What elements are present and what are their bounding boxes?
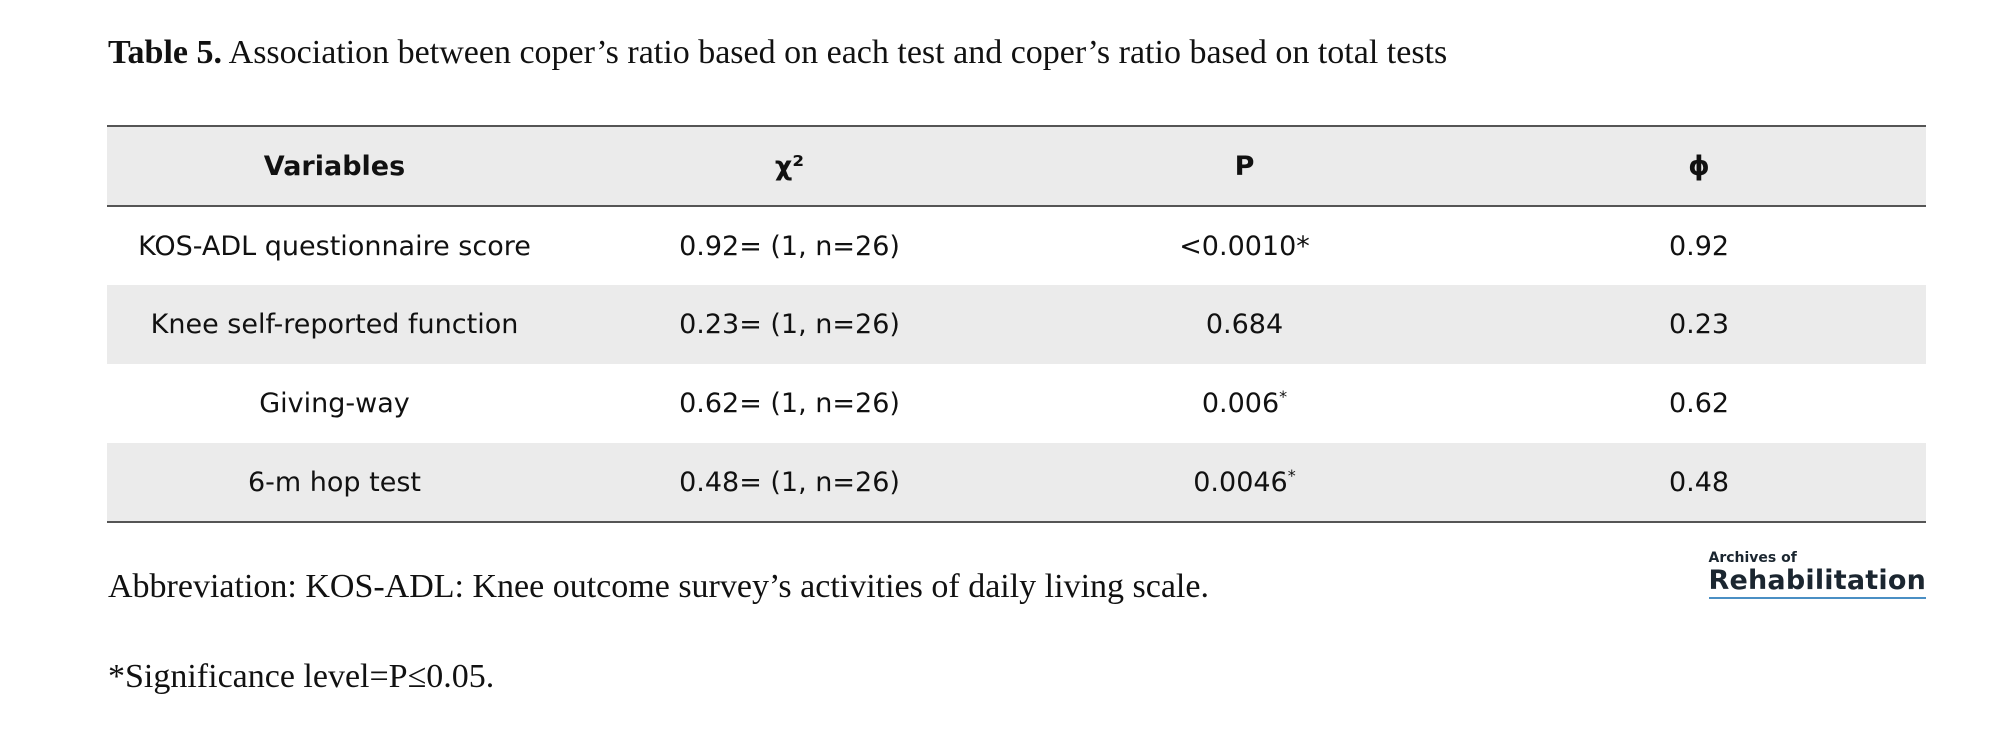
table-caption-label: Table 5. bbox=[108, 34, 223, 71]
table-row: KOS-ADL questionnaire score 0.92= (1, n=… bbox=[107, 206, 1926, 285]
table-row: Knee self-reported function 0.23= (1, n=… bbox=[107, 285, 1926, 364]
cell-phi: 0.23 bbox=[1668, 309, 1730, 340]
journal-logo-main: Rehabilitation bbox=[1708, 565, 1926, 596]
cell-chi-square: 0.23= (1, n=26) bbox=[679, 309, 900, 340]
abbreviation-footnote: Abbreviation: KOS-ADL: Knee outcome surv… bbox=[108, 568, 1209, 605]
cell-variable: 6-m hop test bbox=[247, 466, 421, 498]
table-caption: Table 5. Association between coper’s rat… bbox=[108, 34, 1447, 72]
p-value-superscript: * bbox=[1279, 387, 1288, 406]
table-header-row: Variables χ² P ϕ bbox=[107, 126, 1926, 206]
cell-variable: Giving-way bbox=[259, 388, 410, 419]
cell-phi: 0.48 bbox=[1668, 466, 1730, 498]
table-row: Giving-way 0.62= (1, n=26) 0.006* 0.62 bbox=[107, 364, 1926, 443]
header-phi: ϕ bbox=[1688, 150, 1710, 182]
table-row: 6-m hop test 0.48= (1, n=26) 0.0046* 0.4… bbox=[107, 443, 1926, 522]
cell-chi-square: 0.62= (1, n=26) bbox=[679, 388, 900, 419]
p-value-text: 0.684 bbox=[1205, 309, 1284, 340]
cell-p-value: <0.0010* bbox=[1017, 206, 1472, 285]
results-table: Variables χ² P ϕ KOS-ADL questionnaire s… bbox=[107, 125, 1926, 523]
p-value-superscript: * bbox=[1287, 465, 1296, 485]
header-variables: Variables bbox=[263, 150, 406, 182]
cell-chi-square: 0.92= (1, n=26) bbox=[679, 230, 900, 262]
journal-logo: Archives of Rehabilitation bbox=[1708, 550, 1926, 599]
cell-p-value: 0.006* bbox=[1017, 364, 1472, 443]
cell-phi: 0.92 bbox=[1668, 230, 1730, 262]
cell-p-value: 0.0046* bbox=[1017, 443, 1472, 522]
cell-chi-square: 0.48= (1, n=26) bbox=[679, 466, 900, 498]
header-chi-square: χ² bbox=[774, 150, 805, 182]
journal-logo-top: Archives of bbox=[1708, 550, 1797, 566]
cell-variable: Knee self-reported function bbox=[150, 309, 519, 340]
p-value-text: <0.0010* bbox=[1179, 230, 1310, 262]
header-p-value: P bbox=[1234, 150, 1255, 182]
cell-phi: 0.62 bbox=[1668, 388, 1730, 419]
cell-variable: KOS-ADL questionnaire score bbox=[138, 230, 531, 262]
journal-logo-underline bbox=[1708, 597, 1926, 599]
table-caption-text: Association between coper’s ratio based … bbox=[222, 34, 1448, 71]
p-value-text: 0.006 bbox=[1201, 388, 1280, 419]
p-value-text: 0.0046 bbox=[1193, 466, 1288, 498]
significance-footnote: *Significance level=P≤0.05. bbox=[108, 658, 495, 695]
cell-p-value: 0.684 bbox=[1017, 285, 1472, 364]
